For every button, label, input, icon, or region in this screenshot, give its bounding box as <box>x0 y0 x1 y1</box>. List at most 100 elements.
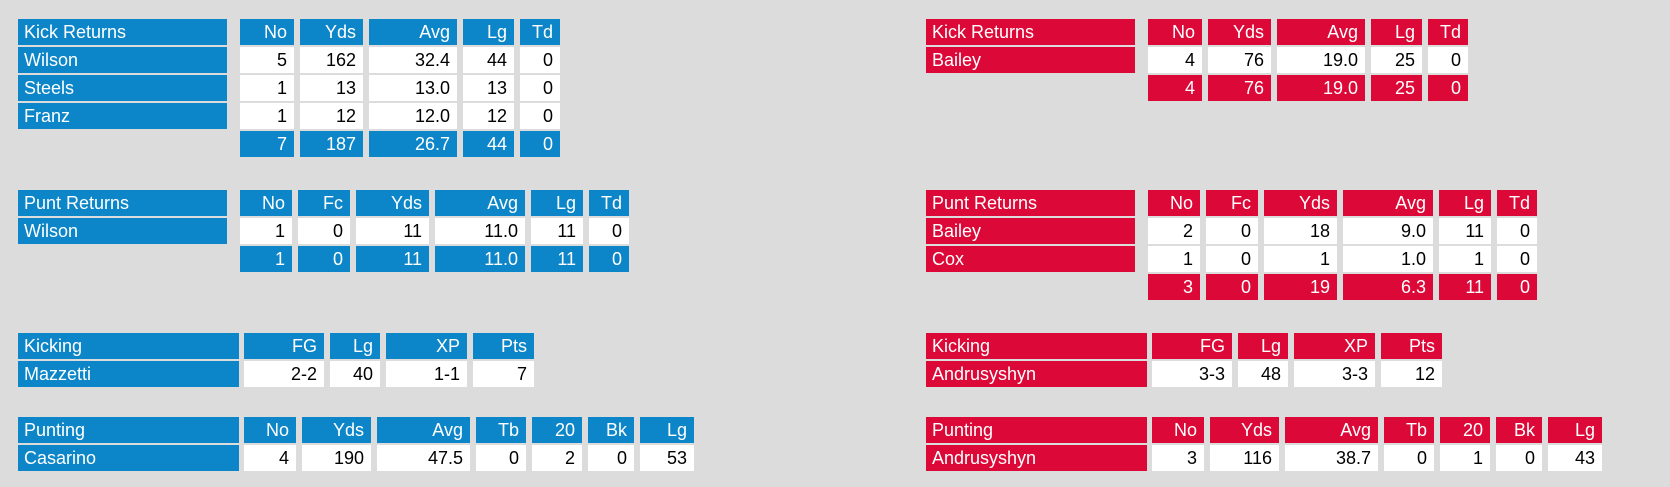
total-stat-cell: 25 <box>1371 75 1422 101</box>
total-stat-cell: 187 <box>300 131 363 157</box>
stat-cell: 11 <box>356 218 429 244</box>
kicking-table-left: Kicking FG Lg XP Pts Mazzetti 2-2 40 1-1 7 <box>18 333 534 389</box>
table-header-row: Kicking FG Lg XP Pts <box>18 333 534 359</box>
table-header-row: Kicking FG Lg XP Pts <box>926 333 1442 359</box>
totals-spacer <box>18 246 227 272</box>
column-header-cell: No <box>1152 417 1204 443</box>
table-header-row: Kick Returns No Yds Avg Lg Td <box>18 19 560 45</box>
column-header-cell: Yds <box>302 417 371 443</box>
column-header-cell: Avg <box>1285 417 1378 443</box>
stat-cell: 13 <box>463 75 514 101</box>
stat-cell: 19.0 <box>1277 47 1365 73</box>
column-header-cell: Td <box>1497 190 1537 216</box>
stat-cell: 40 <box>330 361 380 387</box>
stat-cell: 1 <box>240 218 292 244</box>
stat-cell: 44 <box>463 47 514 73</box>
table-row: Andrusyshyn 3-3 48 3-3 12 <box>926 361 1442 387</box>
column-header-cell: Lg <box>1548 417 1602 443</box>
punt-returns-table-left: Punt Returns No Fc Yds Avg Lg Td Wilson 1 0 11 11.0… <box>18 190 629 274</box>
totals-row: 7 187 26.7 44 0 <box>18 131 560 157</box>
player-name-cell: Mazzetti <box>18 361 239 387</box>
column-header-cell: Avg <box>377 417 470 443</box>
column-header-cell: Tb <box>1384 417 1434 443</box>
column-header-cell: Lg <box>531 190 583 216</box>
totals-row: 1 0 11 11.0 11 0 <box>18 246 629 272</box>
totals-row: 4 76 19.0 25 0 <box>926 75 1468 101</box>
punting-table-left: Punting No Yds Avg Tb 20 Bk Lg Casarino 4 190 47.5 0… <box>18 417 694 473</box>
stat-cell: 11 <box>1439 218 1491 244</box>
column-header-cell: Lg <box>640 417 694 443</box>
column-header-cell: Fc <box>1206 190 1258 216</box>
column-header-cell: Avg <box>435 190 525 216</box>
column-header-cell: Lg <box>463 19 514 45</box>
stat-cell: 0 <box>1206 246 1258 272</box>
stat-cell: 11 <box>531 218 583 244</box>
table-row: Bailey 2 0 18 9.0 11 0 <box>926 218 1537 244</box>
total-stat-cell: 26.7 <box>369 131 457 157</box>
column-header-cell: Lg <box>330 333 380 359</box>
stat-cell: 0 <box>1497 246 1537 272</box>
stat-cell: 0 <box>298 218 350 244</box>
column-header-cell: XP <box>1294 333 1375 359</box>
stat-cell: 12 <box>300 103 363 129</box>
stat-cell: 53 <box>640 445 694 471</box>
stat-cell: 3-3 <box>1152 361 1232 387</box>
stat-cell: 18 <box>1264 218 1337 244</box>
totals-row: 3 0 19 6.3 11 0 <box>926 274 1537 300</box>
player-name-cell: Bailey <box>926 47 1135 73</box>
stat-cell: 0 <box>588 445 634 471</box>
stat-cell: 3-3 <box>1294 361 1375 387</box>
punting-table-right: Punting No Yds Avg Tb 20 Bk Lg Andrusyshyn 3 116 38… <box>926 417 1602 473</box>
stat-cell: 12 <box>1381 361 1442 387</box>
column-header-cell: Bk <box>1496 417 1542 443</box>
column-header-cell: 20 <box>532 417 582 443</box>
table-header-row: Punting No Yds Avg Tb 20 Bk Lg <box>926 417 1602 443</box>
stat-cell: 0 <box>1206 218 1258 244</box>
stat-cell: 13 <box>300 75 363 101</box>
stat-cell: 0 <box>589 218 629 244</box>
kicking-table-right: Kicking FG Lg XP Pts Andrusyshyn 3-3 48 3-3 12 <box>926 333 1442 389</box>
total-stat-cell: 19 <box>1264 274 1337 300</box>
table-header-row: Punting No Yds Avg Tb 20 Bk Lg <box>18 417 694 443</box>
total-stat-cell: 44 <box>463 131 514 157</box>
stat-cell: 0 <box>1496 445 1542 471</box>
column-header-cell: Pts <box>473 333 534 359</box>
stat-cell: 13.0 <box>369 75 457 101</box>
column-header-cell: No <box>1148 190 1200 216</box>
table-title-cell: Kick Returns <box>926 19 1135 45</box>
stat-cell: 38.7 <box>1285 445 1378 471</box>
total-stat-cell: 11 <box>356 246 429 272</box>
table-header-row: Punt Returns No Fc Yds Avg Lg Td <box>18 190 629 216</box>
total-stat-cell: 4 <box>1148 75 1202 101</box>
stat-cell: 5 <box>240 47 294 73</box>
stat-cell: 0 <box>1384 445 1434 471</box>
stat-cell: 48 <box>1238 361 1288 387</box>
stat-cell: 190 <box>302 445 371 471</box>
player-name-cell: Franz <box>18 103 227 129</box>
total-stat-cell: 3 <box>1148 274 1200 300</box>
table-header-row: Kick Returns No Yds Avg Lg Td <box>926 19 1468 45</box>
stat-cell: 2 <box>1148 218 1200 244</box>
column-header-cell: Td <box>520 19 560 45</box>
column-header-cell: Yds <box>356 190 429 216</box>
table-title-cell: Kick Returns <box>18 19 227 45</box>
total-stat-cell: 0 <box>520 131 560 157</box>
total-stat-cell: 1 <box>240 246 292 272</box>
column-header-cell: No <box>244 417 296 443</box>
column-header-cell: Avg <box>1343 190 1433 216</box>
stat-cell: 0 <box>520 75 560 101</box>
column-header-cell: Td <box>589 190 629 216</box>
table-row: Andrusyshyn 3 116 38.7 0 1 0 43 <box>926 445 1602 471</box>
stat-cell: 1 <box>1440 445 1490 471</box>
total-stat-cell: 0 <box>1206 274 1258 300</box>
player-name-cell: Steels <box>18 75 227 101</box>
player-name-cell: Andrusyshyn <box>926 445 1147 471</box>
column-header-cell: No <box>240 190 292 216</box>
stat-cell: 1.0 <box>1343 246 1433 272</box>
player-name-cell: Cox <box>926 246 1135 272</box>
total-stat-cell: 6.3 <box>1343 274 1433 300</box>
stat-cell: 2 <box>532 445 582 471</box>
table-title-cell: Punt Returns <box>926 190 1135 216</box>
column-header-cell: Avg <box>1277 19 1365 45</box>
total-stat-cell: 0 <box>1497 274 1537 300</box>
